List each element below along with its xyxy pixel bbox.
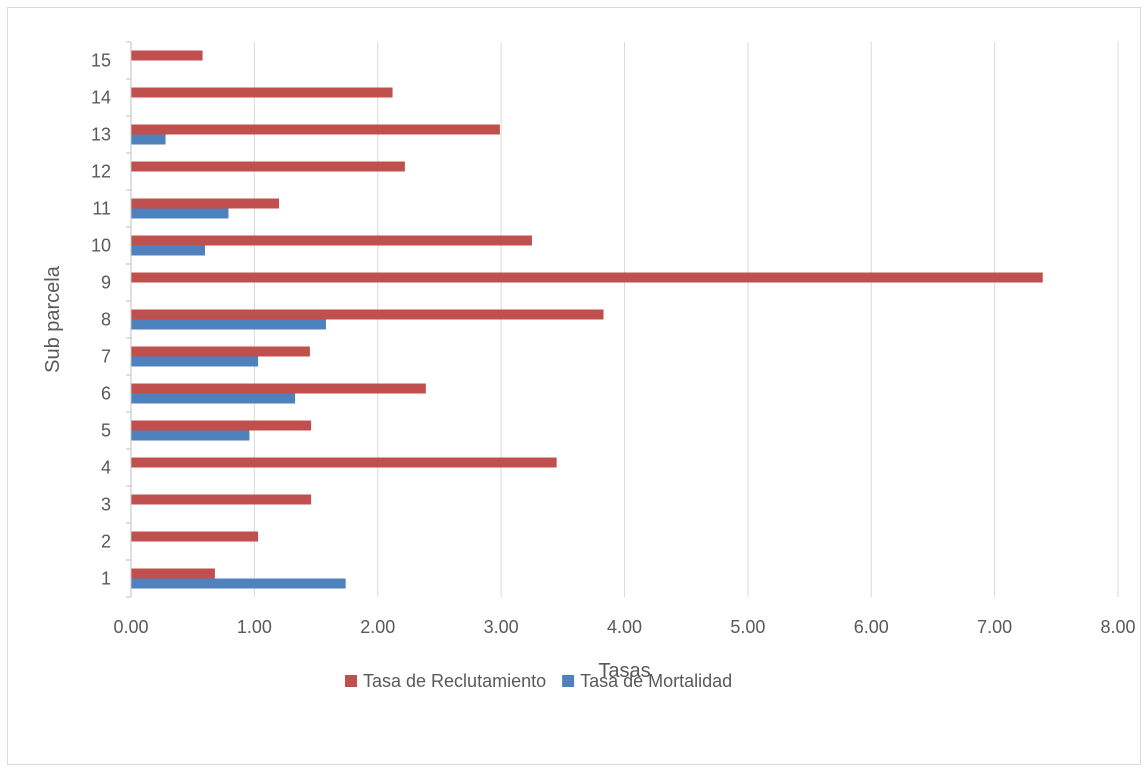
bar-layer: [131, 50, 1043, 589]
y-tick-label: 6: [101, 384, 111, 404]
bar-mortalidad: [131, 393, 296, 404]
x-tick-label: 1.00: [237, 617, 272, 637]
x-tick-label: 0.00: [113, 617, 148, 637]
y-tick-label: 5: [101, 421, 111, 441]
axis-layer: 0.00 1.00 2.00 3.00 4.00 5.00 6.00 7.00 8.001234…: [91, 41, 1136, 637]
y-tick-label: 12: [91, 162, 111, 182]
bar-mortalidad: [131, 430, 250, 441]
bar-reclutamiento: [131, 346, 310, 357]
x-tick-label: 6.00: [854, 617, 889, 637]
bar-mortalidad: [131, 578, 346, 589]
bar-reclutamiento: [131, 309, 604, 320]
x-tick-label: 4.00: [607, 617, 642, 637]
y-tick-label: 7: [101, 347, 111, 367]
bar-reclutamiento: [131, 383, 426, 394]
legend-swatch: [345, 675, 357, 687]
bar-mortalidad: [131, 319, 326, 330]
bar-reclutamiento: [131, 457, 557, 468]
bar-reclutamiento: [131, 50, 203, 61]
x-tick-label: 7.00: [977, 617, 1012, 637]
y-axis-title: Sub parcela: [42, 265, 64, 373]
bar-reclutamiento: [131, 87, 393, 98]
y-tick-label: 1: [101, 569, 111, 589]
y-tick-label: 3: [101, 495, 111, 515]
x-tick-label: 3.00: [484, 617, 519, 637]
bar-reclutamiento: [131, 124, 500, 135]
y-tick-label: 4: [101, 458, 111, 478]
x-axis-title: Tasas: [598, 660, 650, 682]
chart-frame: 0.00 1.00 2.00 3.00 4.00 5.00 6.00 7.00 8.00 1 2 3 4…: [7, 7, 1141, 765]
legend-label: Tasa de Mortalidad: [580, 671, 732, 691]
y-tick-label: 10: [91, 236, 111, 256]
x-tick-label: 8.00: [1100, 617, 1135, 637]
bar-reclutamiento: [131, 420, 312, 431]
y-tick-label: 11: [92, 199, 111, 219]
bar-reclutamiento: [131, 568, 215, 579]
bar-reclutamiento: [131, 198, 280, 209]
bar-reclutamiento: [131, 494, 312, 505]
bar-reclutamiento: [131, 531, 259, 542]
bar-reclutamiento: [131, 272, 1043, 283]
legend-swatch: [562, 675, 575, 687]
bar-mortalidad: [131, 245, 206, 256]
y-tick-label: 14: [91, 88, 111, 108]
x-tick-label: 5.00: [730, 617, 765, 637]
y-tick-label: 2: [101, 532, 111, 552]
bar-mortalidad: [131, 356, 259, 367]
legend: Tasa de Reclutamiento Tasa de Mortalidad: [345, 671, 732, 691]
bar-mortalidad: [131, 134, 166, 145]
y-tick-label: 8: [101, 310, 111, 330]
chart-svg: 0.00 1.00 2.00 3.00 4.00 5.00 6.00 7.00 8.001234…: [42, 41, 1136, 691]
bar-reclutamiento: [131, 161, 405, 172]
y-tick-label: 13: [91, 125, 111, 145]
y-tick-label: 15: [91, 51, 111, 71]
y-tick-label: 9: [101, 273, 111, 293]
x-tick-label: 2.00: [360, 617, 395, 637]
bar-mortalidad: [131, 208, 229, 219]
bar-reclutamiento: [131, 235, 532, 246]
legend-label: Tasa de Reclutamiento: [363, 671, 546, 691]
